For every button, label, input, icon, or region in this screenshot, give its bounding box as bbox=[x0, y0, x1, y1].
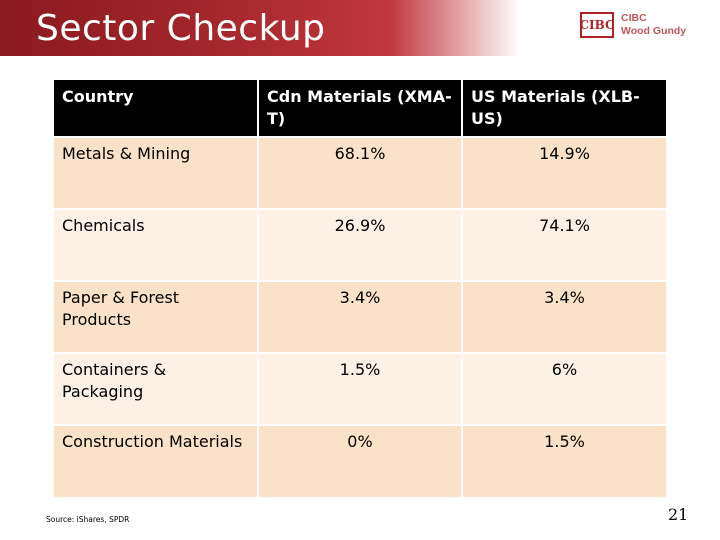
sector-name: Metals & Mining bbox=[54, 136, 258, 209]
slide-title: Sector Checkup bbox=[36, 8, 326, 49]
sector-name: Containers & Packaging bbox=[54, 352, 258, 425]
page-number: 21 bbox=[668, 505, 689, 524]
cdn-value: 26.9% bbox=[257, 208, 462, 281]
us-value: 74.1% bbox=[461, 208, 666, 281]
cdn-value: 0% bbox=[257, 424, 462, 497]
cibc-logo-mark: CIBC bbox=[579, 12, 615, 38]
cdn-value: 68.1% bbox=[257, 136, 462, 209]
us-value: 14.9% bbox=[461, 136, 666, 209]
header-cdn-materials: Cdn Materials (XMA-T) bbox=[257, 80, 462, 137]
us-value: 1.5% bbox=[461, 424, 666, 497]
table-row: Metals & Mining 68.1% 14.9% bbox=[54, 136, 666, 209]
table-row: Containers & Packaging 1.5% 6% bbox=[54, 352, 666, 425]
table-row: Chemicals 26.9% 74.1% bbox=[54, 208, 666, 281]
source-note: Source: iShares, SPDR bbox=[46, 515, 130, 524]
logo-line-2: Wood Gundy bbox=[621, 25, 687, 37]
us-value: 3.4% bbox=[461, 280, 666, 353]
logo-line-1: CIBC bbox=[621, 12, 647, 24]
us-value: 6% bbox=[461, 352, 666, 425]
cibc-logo: CIBC CIBC Wood Gundy bbox=[579, 12, 686, 38]
sector-name: Chemicals bbox=[54, 208, 258, 281]
header-us-materials: US Materials (XLB-US) bbox=[461, 80, 666, 137]
table-header-row: Country Cdn Materials (XMA-T) US Materia… bbox=[54, 80, 666, 137]
cdn-value: 1.5% bbox=[257, 352, 462, 425]
table-row: Construction Materials 0% 1.5% bbox=[54, 424, 666, 497]
header-country: Country bbox=[54, 80, 258, 137]
title-band bbox=[0, 0, 520, 56]
sector-name: Paper & Forest Products bbox=[54, 280, 258, 353]
sector-name: Construction Materials bbox=[54, 424, 258, 497]
sector-table: Country Cdn Materials (XMA-T) US Materia… bbox=[54, 80, 666, 497]
cibc-logo-text: CIBC Wood Gundy bbox=[621, 12, 686, 38]
table-row: Paper & Forest Products 3.4% 3.4% bbox=[54, 280, 666, 353]
cdn-value: 3.4% bbox=[257, 280, 462, 353]
